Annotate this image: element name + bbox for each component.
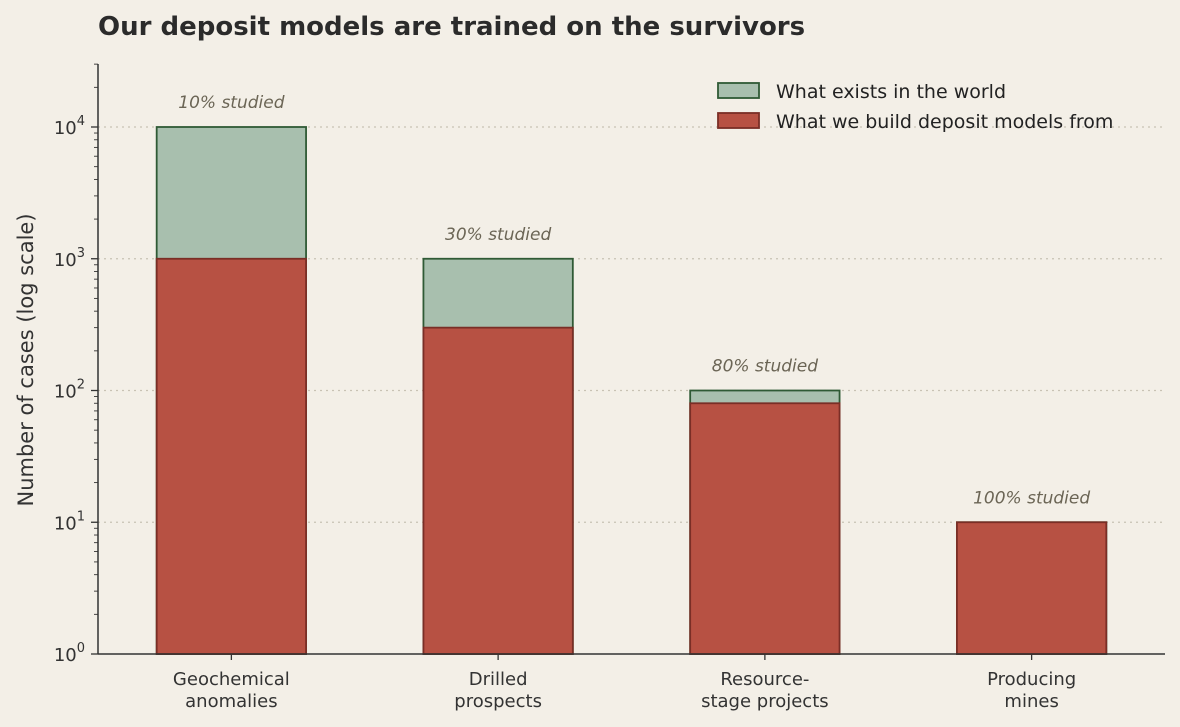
chart-title: Our deposit models are trained on the su… [98,12,805,42]
legend: What exists in the world What we build de… [717,81,1113,133]
y-ticks: 100 101 102 103 104 [54,63,98,666]
bar-annotation: 30% studied [445,225,551,245]
legend-swatch [717,82,760,99]
bar-annotation: 10% studied [178,93,284,113]
x-tick-label: Drilled [469,669,528,690]
y-axis-label: Number of cases (log scale) [14,213,38,506]
y-tick-label: 101 [54,509,85,534]
bar-studied [956,521,1108,655]
y-tick-label: 102 [54,378,85,403]
x-tick-label: mines [1004,691,1058,712]
y-tick-label: 100 [54,641,85,666]
bar-studied [422,326,574,655]
x-tick-label: Geochemical [173,669,290,690]
bar-annotation: 80% studied [712,357,818,377]
axes [97,64,1165,660]
y-tick-label: 103 [54,246,85,271]
bar-studied [689,402,841,655]
x-tick-label: stage projects [701,691,829,712]
y-tick-label: 104 [54,114,85,139]
legend-swatch [717,112,760,129]
x-tick-label: prospects [454,691,542,712]
x-tick-label: Resource- [720,669,809,690]
legend-label: What exists in the world [776,81,1006,103]
bar-annotation: 100% studied [973,488,1090,508]
x-tick-label: Producing [987,669,1076,690]
x-tick-label: anomalies [185,691,277,712]
legend-label: What we build deposit models from [776,111,1113,133]
annotations: 10% studied 30% studied 80% studied 100% st… [178,93,1090,508]
bar-studied [155,257,307,655]
